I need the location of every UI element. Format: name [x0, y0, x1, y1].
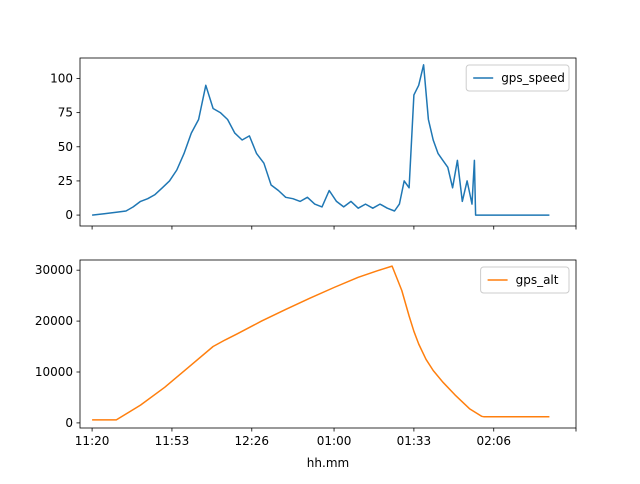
y-tick-label: 75 — [58, 106, 73, 120]
legend: gps_alt — [480, 266, 570, 294]
x-tick-label: 02:06 — [476, 434, 511, 448]
y-tick-label: 30000 — [35, 263, 73, 277]
x-tick-label: 01:33 — [397, 434, 432, 448]
gps-alt-line — [92, 265, 550, 421]
x-tick-label: 12:26 — [234, 434, 269, 448]
x-tick-label: 11:53 — [155, 434, 190, 448]
y-tick-label: 20000 — [35, 314, 73, 328]
axes-frame — [79, 259, 577, 429]
y-tick-label: 25 — [58, 174, 73, 188]
y-tick-label: 50 — [58, 140, 73, 154]
legend-label: gps_alt — [516, 273, 559, 287]
y-tick-label: 100 — [50, 71, 73, 85]
legend: gps_speed — [465, 64, 570, 92]
legend-box — [480, 266, 570, 294]
x-axis-label: hh.mm — [307, 456, 349, 470]
y-tick-label: 10000 — [35, 365, 73, 379]
y-tick-label: 0 — [65, 416, 73, 430]
axes-frame — [79, 57, 577, 227]
altitude-panel: 0 10000 20000 30000 11:20 11:53 12:26 01:00 01:3… — [35, 259, 577, 470]
x-tick-label: 01:00 — [317, 434, 352, 448]
y-tick-label: 0 — [65, 208, 73, 222]
x-tick-label: 11:20 — [75, 434, 110, 448]
gps-speed-line — [92, 64, 550, 216]
speed-panel: 0 25 50 75 100 gps_speed — [50, 57, 577, 230]
legend-box — [465, 64, 570, 92]
legend-label: gps_speed — [501, 71, 565, 85]
